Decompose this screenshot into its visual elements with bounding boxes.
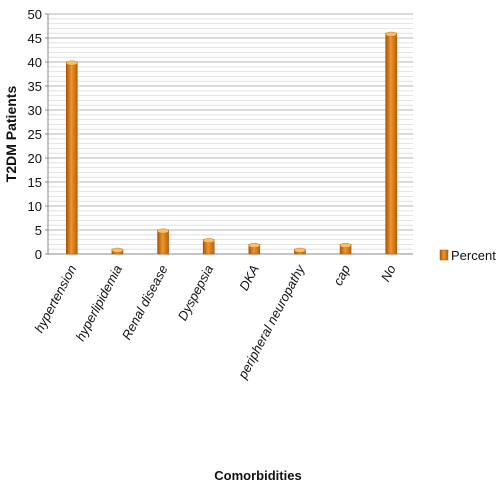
bar-top	[111, 247, 124, 253]
x-tick-label: No	[378, 262, 399, 284]
bar-top	[157, 228, 169, 234]
y-tick-label: 10	[28, 199, 42, 214]
y-tick-label: 25	[28, 127, 42, 142]
grid-lines	[48, 13, 413, 250]
y-tick-label: 35	[28, 79, 42, 94]
y-tick-labels: 0 5 10 15 20 25 30 35 40 45 50	[28, 7, 48, 262]
bar	[111, 247, 124, 255]
y-tick-label: 45	[28, 31, 42, 46]
legend-swatch	[439, 249, 449, 261]
bar-top	[339, 242, 352, 248]
bar	[294, 247, 306, 255]
y-tick-label: 20	[28, 151, 42, 166]
bar	[248, 242, 261, 255]
y-tick-label: 30	[28, 103, 42, 118]
bars	[66, 31, 397, 255]
bar-body	[66, 61, 78, 255]
x-tick-label: hyperlipidemia	[72, 262, 125, 343]
bar-top	[202, 238, 215, 244]
x-tick-label: hypertension	[31, 262, 79, 335]
y-tick-label: 50	[28, 7, 42, 22]
x-tick-label: DKA	[236, 262, 262, 293]
x-tick-label: cap	[330, 262, 353, 288]
legend: Percent	[439, 248, 496, 263]
bar-top	[294, 247, 306, 253]
bar	[339, 242, 352, 255]
bar-top	[385, 31, 397, 37]
bar	[385, 31, 397, 255]
x-tick-label: Renal disease	[119, 262, 171, 342]
bar-top	[248, 242, 261, 248]
bar	[202, 238, 215, 255]
bar	[66, 60, 78, 255]
x-tick-label: Dyspepsia	[175, 262, 217, 323]
bar-top	[66, 60, 78, 66]
y-tick-label: 40	[28, 55, 42, 70]
bar	[157, 228, 169, 255]
legend-label: Percent	[451, 248, 496, 263]
bar-body	[385, 32, 397, 255]
bar-body	[157, 229, 169, 255]
y-tick-label: 5	[35, 223, 42, 238]
y-axis-label: T2DM Patients	[3, 86, 19, 183]
y-tick-label: 15	[28, 175, 42, 190]
y-tick-label: 0	[35, 247, 42, 262]
x-axis-label: Comorbidities	[214, 468, 301, 483]
